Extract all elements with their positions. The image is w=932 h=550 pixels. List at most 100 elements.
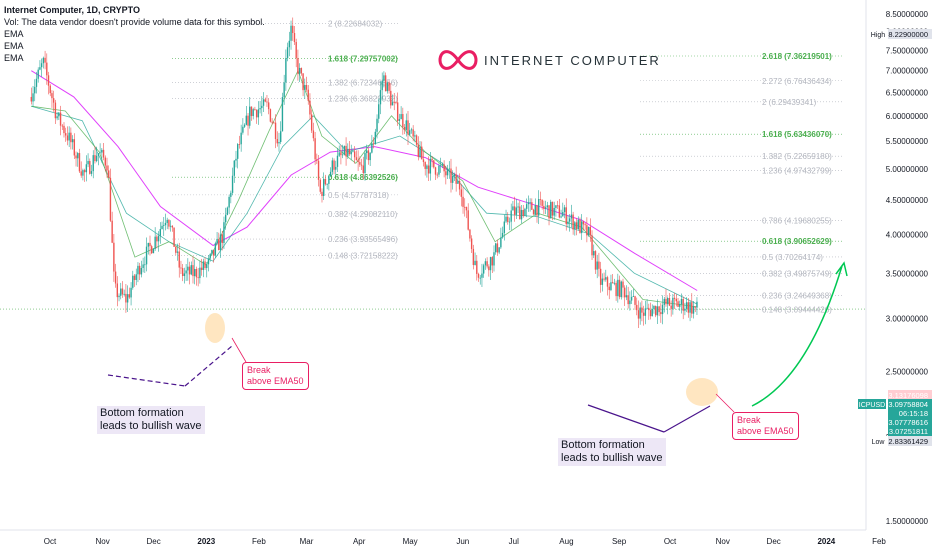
candle-body (214, 243, 217, 256)
candle-body (515, 207, 518, 215)
break-pointer-1 (231, 337, 247, 363)
candle-body (625, 295, 628, 298)
candle-body (304, 84, 306, 91)
candle-body (424, 162, 426, 169)
candle-body (316, 159, 318, 161)
candle-body (73, 139, 76, 156)
y-tick-label: 1.50000000 (886, 517, 929, 526)
candle-body (108, 170, 110, 178)
y-tick-label: 4.50000000 (886, 196, 929, 205)
candle-body (601, 278, 604, 285)
candle-body (249, 106, 251, 126)
candle-body (59, 112, 62, 126)
candle-body (386, 82, 389, 92)
candle-body (78, 153, 81, 172)
candle-body (219, 234, 222, 251)
candle-body (154, 236, 156, 249)
x-tick-label: Jun (456, 537, 469, 546)
candle-body (187, 266, 189, 271)
candle-body (379, 90, 382, 105)
indicator-ema-2[interactable]: EMA (4, 41, 24, 51)
fib-level-label: 2.272 (6.76436434) (762, 77, 832, 86)
candle-body (305, 84, 308, 90)
candle-body (587, 226, 590, 236)
candle-body (267, 102, 270, 110)
candle-body (675, 298, 678, 302)
candle-body (111, 220, 113, 243)
candle-body (426, 165, 428, 169)
candle-body (562, 212, 564, 217)
candle-body (603, 278, 605, 280)
candle-body (682, 298, 684, 311)
candle-body (477, 273, 480, 278)
candle-body (581, 221, 583, 234)
candle-body (510, 210, 512, 222)
candle-body (378, 104, 380, 119)
price-tag-value: 3.07251811 (889, 427, 928, 436)
price-tag-value: 06:15:18 (899, 409, 928, 418)
candle-body (290, 25, 292, 41)
candle-body (525, 204, 528, 209)
candle-body (77, 153, 79, 159)
x-tick-label: Dec (147, 537, 161, 546)
fib-level-label: 1.382 (6.72346556) (328, 79, 398, 88)
candle-body (641, 307, 643, 313)
candle-body (200, 267, 203, 270)
candle-body (685, 302, 688, 309)
candle-body (567, 221, 569, 225)
fib-level-label: 0.5 (3.70264174) (762, 253, 823, 262)
candle-body (185, 270, 187, 274)
candle-body (300, 67, 303, 74)
candle-body (541, 199, 543, 206)
candle-body (199, 267, 201, 279)
candle-body (257, 109, 260, 118)
candle-body (52, 98, 55, 103)
candle-body (550, 201, 552, 219)
candle-body (106, 165, 108, 171)
price-tag-bg (888, 417, 932, 427)
candle-body (168, 219, 170, 227)
candle-body (596, 261, 598, 270)
candle-body (644, 308, 647, 316)
indicator-ema-3[interactable]: EMA (4, 53, 24, 63)
candle-body (156, 236, 158, 242)
candle-body (555, 205, 557, 208)
candle-body (293, 33, 296, 43)
candle-body (353, 151, 356, 158)
candle-body (176, 251, 179, 253)
candle-body (49, 85, 51, 94)
candle-body (121, 288, 124, 295)
candle-body (546, 205, 549, 208)
candle-body (689, 302, 691, 313)
candle-body (544, 207, 547, 209)
candle-body (183, 273, 186, 277)
candle-body (87, 160, 89, 165)
candle-body (443, 164, 445, 172)
candle-body (295, 42, 297, 59)
candle-body (314, 138, 316, 160)
x-tick-label: Mar (300, 537, 314, 546)
candle-body (312, 130, 315, 139)
candle-body (152, 248, 155, 254)
candle-body (632, 296, 635, 297)
price-tag-bg (888, 399, 932, 409)
chart-title: Internet Computer, 1D, CRYPTO (4, 5, 141, 15)
y-tick-label: 3.50000000 (886, 269, 929, 278)
candle-body (457, 180, 459, 184)
y-tick-label: 7.50000000 (886, 47, 929, 56)
fib-level-label: 0.382 (4.29082110) (328, 210, 398, 219)
candle-body (460, 189, 463, 197)
candle-body (259, 108, 261, 110)
candle-body (102, 149, 105, 158)
candle-body (608, 286, 610, 291)
candle-body (696, 301, 698, 308)
indicator-ema-1[interactable]: EMA (4, 29, 24, 39)
breakout-highlight-1 (205, 313, 225, 343)
candle-body (692, 306, 695, 314)
fib-level-label: 0.618 (3.90652629) (762, 237, 832, 246)
candle-body (646, 307, 648, 309)
breakout-line-1 (184, 345, 233, 387)
candle-body (486, 261, 488, 267)
x-tick-label: Nov (96, 537, 110, 546)
